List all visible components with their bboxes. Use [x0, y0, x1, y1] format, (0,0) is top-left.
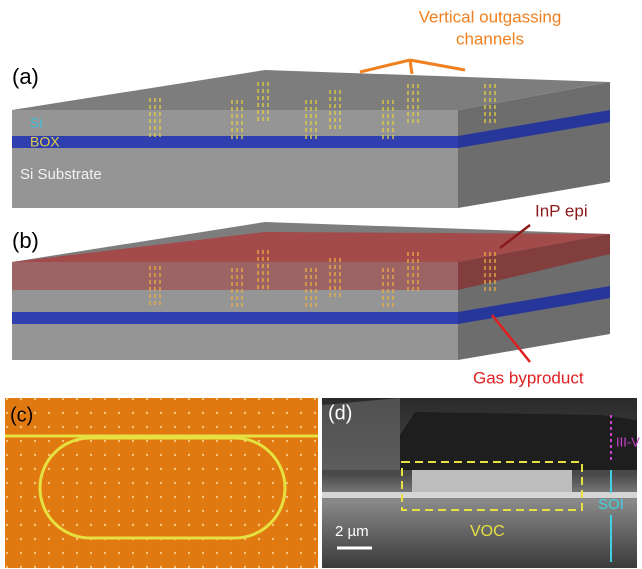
layer-label: Si Substrate [20, 166, 102, 183]
annotation: SOI [598, 496, 624, 513]
annotation-arrows [360, 60, 465, 74]
panel-label: (c) [10, 404, 33, 426]
annotation: VOC [470, 523, 505, 540]
annotation: III-V [616, 434, 640, 449]
panel-d-image [322, 398, 637, 568]
panel-c-image [5, 398, 318, 568]
layer-label: BOX [30, 134, 60, 150]
figure: (a) Vertical outgassing channels Si BOX … [0, 0, 642, 569]
scale-bar-label: 2 µm [335, 523, 369, 540]
annotation: Vertical outgassing [419, 7, 562, 26]
layer-label: Si [30, 115, 42, 131]
annotation: InP epi [535, 201, 588, 220]
annotation: channels [456, 29, 524, 48]
panel-label: (b) [12, 228, 39, 253]
annotation: Gas byproduct [473, 368, 584, 387]
panel-label: (a) [12, 64, 39, 89]
panel-label: (d) [328, 402, 352, 424]
